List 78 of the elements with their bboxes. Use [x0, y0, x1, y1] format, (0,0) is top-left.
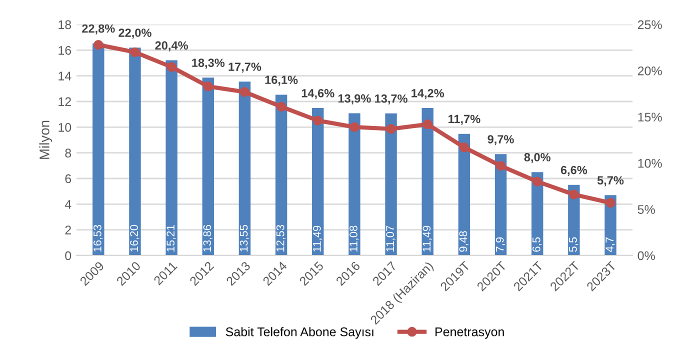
y2-tick-label: 5%: [638, 205, 655, 214]
y2-tick-label: 25%: [638, 20, 662, 30]
data-label: 17,7%: [228, 62, 262, 73]
data-label: 11,7%: [448, 114, 480, 125]
data-label: 11,07: [386, 226, 396, 252]
data-label: 15,21: [166, 225, 176, 252]
point: [203, 82, 213, 92]
data-label: 11,49: [422, 226, 432, 252]
data-label: 22,0%: [118, 28, 152, 39]
point: [240, 87, 250, 97]
point: [606, 198, 616, 208]
data-label: 9,7%: [488, 135, 514, 146]
bar: [92, 43, 104, 256]
point: [496, 161, 506, 171]
y-tick-label: 18: [58, 20, 72, 30]
data-label: 8,0%: [524, 153, 550, 164]
bar: [531, 172, 544, 256]
y2-tick-label: 10%: [638, 158, 662, 168]
bar: [275, 94, 288, 256]
bar: [129, 48, 141, 256]
point: [166, 62, 176, 72]
data-label: 9,48: [459, 231, 468, 252]
point: [276, 102, 286, 112]
point: [422, 119, 432, 130]
y2-tick-label: 0%: [638, 251, 655, 260]
y-tick-label: 12: [58, 97, 71, 106]
y-tick-label: 16: [58, 46, 72, 55]
data-label: 18,3%: [192, 58, 225, 69]
data-label: 6,5: [532, 237, 542, 252]
data-label: 11,49: [312, 226, 322, 252]
data-label: 5,7%: [597, 176, 624, 186]
data-label: 14,6%: [302, 89, 334, 100]
y-tick-label: 0: [65, 251, 72, 260]
point: [313, 116, 323, 126]
data-label: 16,53: [94, 224, 103, 252]
bar: [312, 108, 324, 256]
data-label: 14,2%: [412, 89, 444, 100]
bar: [458, 134, 470, 256]
data-label: 20,4%: [155, 41, 188, 52]
point: [94, 40, 104, 50]
data-label: 16,1%: [265, 76, 298, 86]
bar: [202, 78, 214, 256]
bar: [348, 113, 360, 256]
data-label: 22,8%: [82, 24, 115, 34]
point: [459, 142, 470, 152]
data-label: 7,9: [496, 237, 506, 252]
data-label: 13,7%: [375, 94, 408, 104]
bar: [166, 60, 178, 256]
point: [569, 190, 579, 200]
bar: [385, 113, 397, 256]
data-label: 13,9%: [338, 94, 371, 104]
y2-tick-label: 20%: [638, 66, 662, 76]
bar: [568, 184, 580, 256]
data-label: 6,6%: [560, 166, 588, 176]
bar: [238, 82, 251, 256]
legend-label: Sabit Telefon Abone Sayısı: [226, 327, 374, 339]
point: [532, 176, 542, 186]
point: [350, 122, 360, 132]
point: [130, 47, 140, 58]
y-tick-label: 14: [58, 72, 72, 80]
y-tick-label: 8: [65, 148, 72, 158]
data-label: 5,5: [569, 237, 578, 252]
data-label: 4,7: [606, 237, 615, 252]
y2-tick-label: 15%: [638, 112, 662, 122]
data-label: 12,53: [276, 224, 286, 252]
bar: [494, 154, 507, 256]
y-tick-label: 4: [64, 200, 72, 209]
point: [386, 124, 396, 134]
y-tick-label: 2: [65, 226, 71, 234]
legend-label: Penetrasyon: [436, 328, 504, 339]
y-tick-label: 10: [58, 122, 72, 132]
data-label: 11,08: [350, 226, 359, 252]
data-label: 13,55: [240, 224, 250, 252]
data-label: 13,86: [203, 224, 212, 252]
bar: [422, 108, 434, 256]
y-axis-title: Milyon: [39, 120, 52, 159]
y-tick-label: 6: [65, 174, 72, 184]
data-label: 16,20: [130, 224, 140, 252]
